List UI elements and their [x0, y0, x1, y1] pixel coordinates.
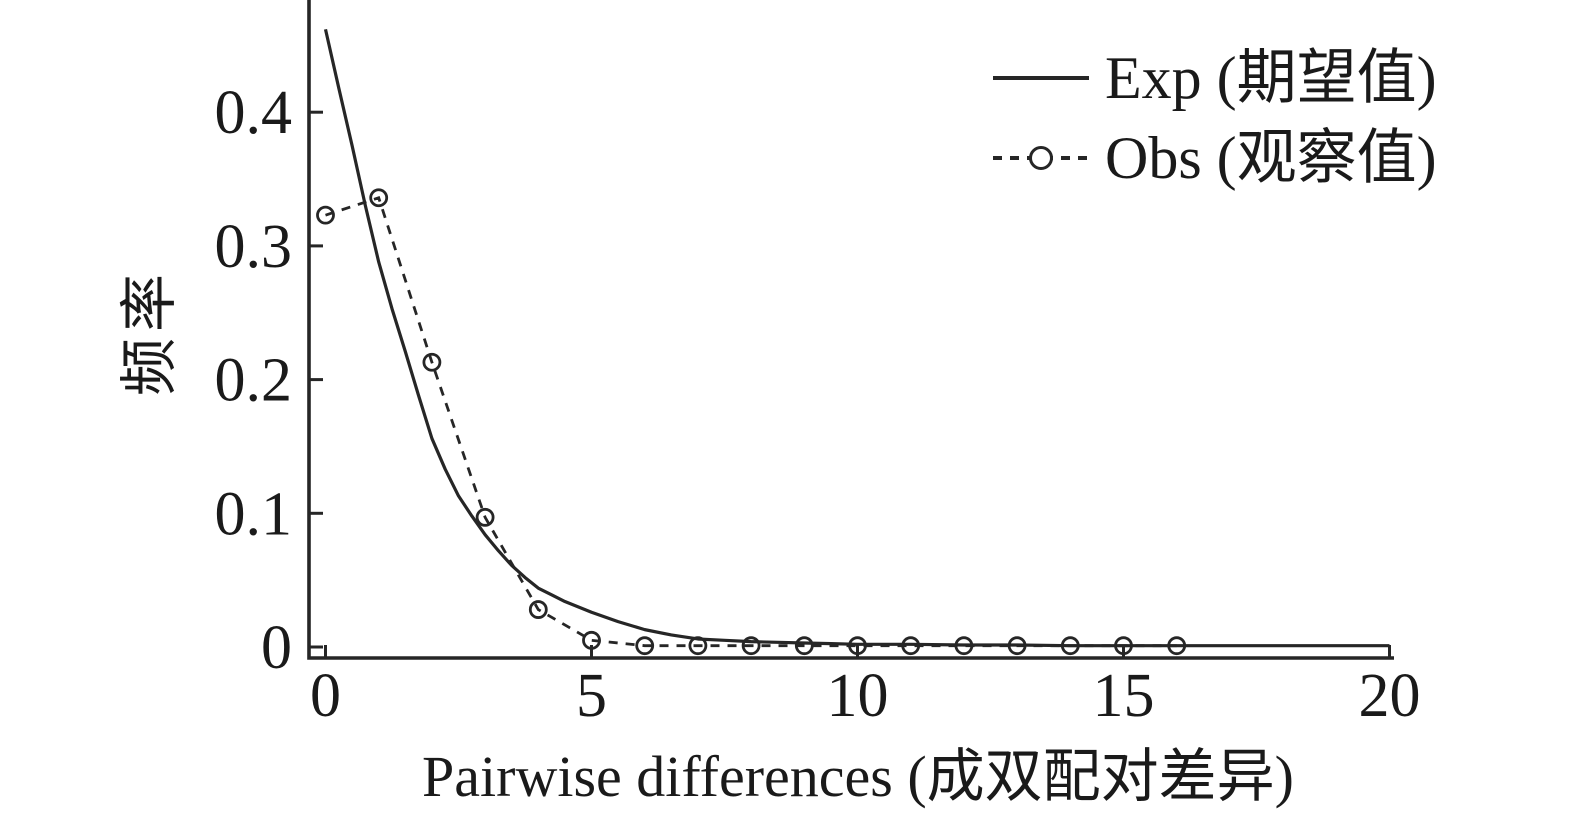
observed-line — [325, 196, 1177, 648]
observed-marker — [316, 205, 335, 225]
observed-marker — [422, 352, 442, 372]
observed-marker — [848, 636, 867, 656]
y-tick-label: 0.3 — [215, 213, 293, 281]
observed-marker — [1060, 636, 1080, 656]
legend-label-expected: Exp (期望值) — [1105, 45, 1437, 111]
y-tick-label: 0.1 — [215, 480, 293, 548]
observed-marker — [528, 600, 548, 619]
observed-marker — [794, 636, 814, 656]
legend: Exp (期望值) Obs (观察值) — [993, 38, 1437, 198]
y-tick-label: 0 — [261, 614, 292, 682]
solid-line-sample-icon — [993, 76, 1089, 80]
observed-marker — [475, 507, 495, 527]
x-axis-title: Pairwise differences (成双配对差异) — [422, 744, 1294, 809]
observed-marker — [901, 636, 921, 656]
observed-marker — [954, 636, 974, 656]
y-axis-title: 频率 — [117, 267, 182, 397]
legend-item-observed: Obs (观察值) — [993, 118, 1437, 198]
y-tick-label: 0.2 — [215, 347, 293, 415]
x-tick-label: 5 — [576, 662, 607, 730]
open-circle-marker-icon — [1029, 146, 1053, 170]
axis-spines — [307, 0, 1394, 660]
observed-marker — [635, 636, 655, 656]
x-tick-label: 20 — [1359, 662, 1421, 730]
observed-marker — [1007, 636, 1027, 656]
x-tick-label: 10 — [827, 662, 889, 730]
observed-marker — [688, 636, 708, 656]
dashed-line-sample-icon — [993, 146, 1089, 170]
legend-label-observed: Obs (观察值) — [1105, 125, 1437, 191]
observed-marker — [369, 188, 389, 208]
observed-marker — [1114, 636, 1133, 656]
y-tick-label: 0.4 — [215, 79, 293, 147]
observed-marker — [582, 630, 601, 650]
x-tick-label: 15 — [1093, 662, 1155, 730]
legend-item-expected: Exp (期望值) — [993, 38, 1437, 118]
observed-marker — [1167, 636, 1187, 656]
observed-marker — [741, 636, 761, 656]
x-tick-label: 0 — [310, 662, 341, 730]
